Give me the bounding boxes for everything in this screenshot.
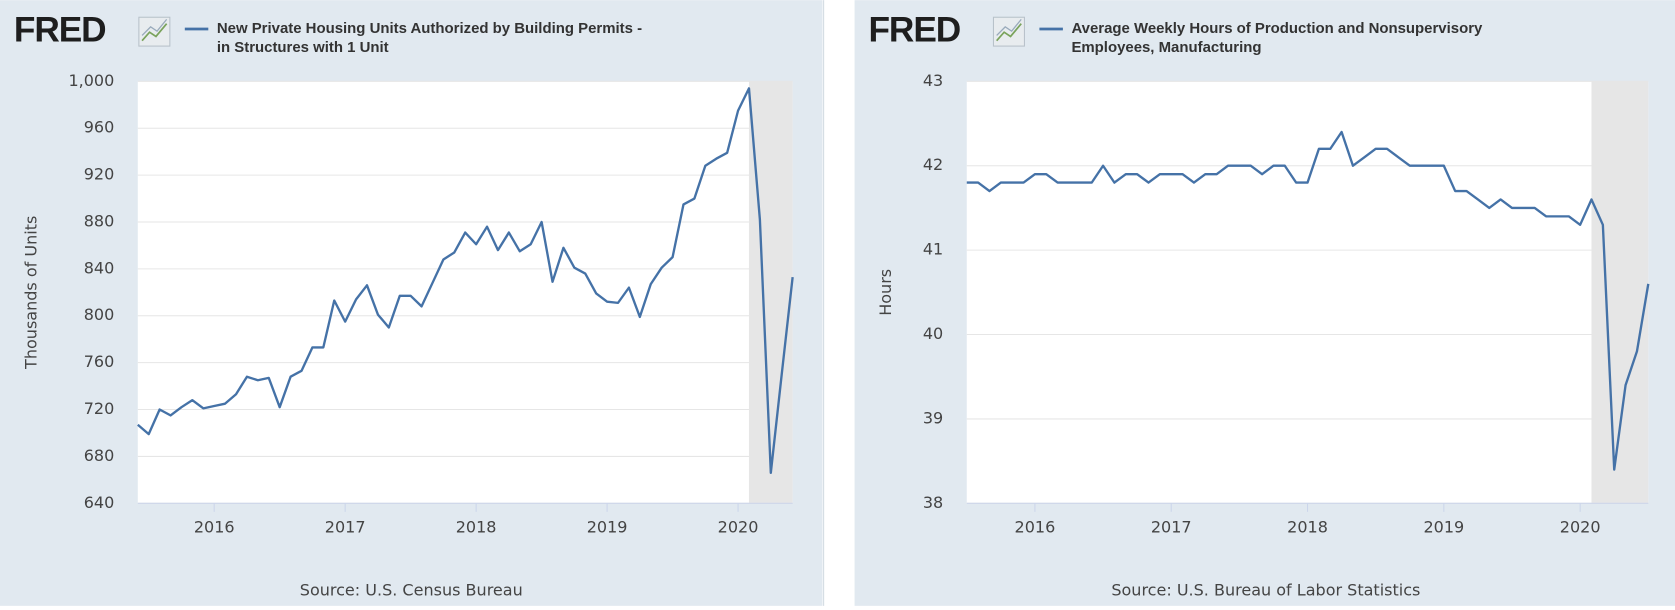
source: Source: U.S. Bureau of Labor Statistics: [1111, 580, 1420, 599]
y-tick-label: 38: [923, 493, 943, 512]
plot-area: [137, 81, 793, 504]
logo-icon: [141, 23, 168, 42]
x-tick-label: 2017: [1151, 517, 1192, 536]
legend-label: New Private Housing Units Authorized by …: [217, 20, 646, 56]
recession-shade: [748, 81, 793, 504]
data-line: [966, 130, 1650, 471]
y-tick-label: 960: [84, 118, 115, 137]
logo: FRED: [868, 11, 960, 50]
logo-icon: [996, 18, 1022, 36]
y-tick-label: 40: [923, 324, 943, 343]
y-tick-label: 39: [923, 408, 943, 427]
x-tick-label: 2020: [1560, 517, 1601, 536]
y-tick-label: 840: [84, 258, 115, 277]
source: Source: U.S. Census Bureau: [300, 580, 523, 599]
recession-shade: [1591, 81, 1649, 504]
y-tick-label: 640: [84, 493, 115, 512]
y-tick-label: 1,000: [68, 71, 114, 90]
y-tick-label: 43: [923, 71, 943, 90]
y-tick-label: 41: [923, 240, 943, 259]
x-tick-label: 2019: [1423, 517, 1464, 536]
logo-icon: [996, 23, 1022, 42]
y-tick-label: 720: [84, 399, 115, 418]
x-tick-label: 2017: [325, 517, 366, 536]
y-tick-label: 800: [84, 305, 115, 324]
legend-label: Average Weekly Hours of Production and N…: [1071, 20, 1486, 56]
x-tick-label: 2016: [194, 517, 235, 536]
logo-icon: [141, 18, 168, 36]
y-tick-label: 880: [84, 211, 115, 230]
x-tick-label: 2018: [1287, 517, 1328, 536]
logo: FRED: [14, 11, 106, 50]
y-tick-label: 760: [84, 352, 115, 371]
x-tick-label: 2018: [456, 517, 497, 536]
y-tick-label: 42: [923, 155, 943, 174]
plot-area: [966, 81, 1649, 504]
y-axis-label: Hours: [876, 269, 895, 316]
data-line: [137, 87, 794, 474]
y-tick-label: 920: [84, 165, 115, 184]
x-tick-label: 2020: [718, 517, 759, 536]
x-tick-label: 2019: [587, 517, 628, 536]
y-axis-label: Thousands of Units: [22, 216, 41, 370]
y-tick-label: 680: [84, 446, 115, 465]
x-tick-label: 2016: [1015, 517, 1056, 536]
